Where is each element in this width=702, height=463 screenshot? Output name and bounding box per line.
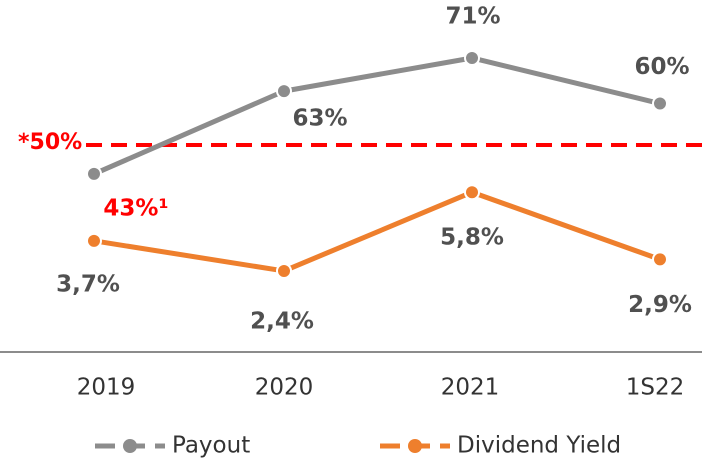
data-label: 63% [292,106,347,132]
x-tick-label: 2019 [77,375,136,401]
data-point [464,184,480,201]
x-tick-label: 1S22 [626,375,685,401]
legend-label: Payout [172,433,250,459]
x-tick-label: 2021 [441,375,500,401]
data-point [652,95,668,112]
data-label: 71% [445,3,500,29]
data-point [86,165,102,182]
series-line [93,55,661,177]
data-point [464,49,480,66]
data-point [276,262,292,279]
data-point [276,83,292,100]
data-point [86,232,102,249]
legend-dot [408,439,422,453]
legend-dot [123,439,137,453]
data-label: 60% [634,54,689,80]
x-tick-label: 2020 [255,375,314,401]
legend-label: Dividend Yield [457,433,621,459]
data-point [652,251,668,268]
data-label: 5,8% [440,225,504,251]
data-label: 43%¹ [103,195,168,221]
reference-label: *50% [18,130,82,155]
data-label: 2,4% [250,308,314,334]
data-label: 2,9% [628,292,692,318]
series-line [93,189,661,274]
data-label: 3,7% [56,271,120,297]
